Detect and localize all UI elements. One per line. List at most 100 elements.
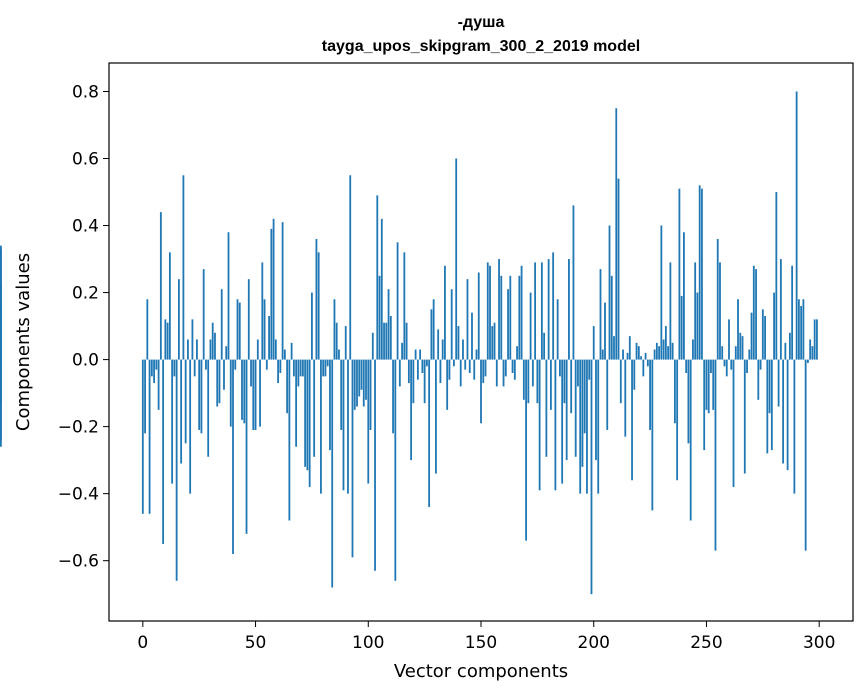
bar-271 xyxy=(752,265,755,360)
bar-129 xyxy=(432,299,435,360)
bar-104 xyxy=(376,195,379,360)
bar-166 xyxy=(516,346,518,360)
bar-249 xyxy=(703,359,706,451)
bar-52 xyxy=(259,359,261,427)
bar-131 xyxy=(437,329,440,360)
bar-171 xyxy=(527,359,530,404)
x-tick-label: 300 xyxy=(803,633,835,653)
bar-282 xyxy=(777,359,780,407)
bar-199 xyxy=(590,359,593,595)
bar-2 xyxy=(146,299,149,360)
bar-136 xyxy=(448,359,451,380)
bar-183 xyxy=(554,359,557,491)
bar-127 xyxy=(428,359,431,508)
bar-296 xyxy=(809,339,812,360)
bar-6 xyxy=(155,359,158,370)
bar-287 xyxy=(788,332,791,360)
bar-64 xyxy=(286,359,289,414)
bar-90 xyxy=(344,326,347,360)
bar-130 xyxy=(435,359,437,474)
bar-167 xyxy=(518,275,521,360)
bar-74 xyxy=(308,359,311,487)
bar-202 xyxy=(597,359,600,494)
bar-197 xyxy=(586,359,588,494)
y-tick-label: −0.6 xyxy=(58,552,99,572)
bar-281 xyxy=(775,192,778,360)
bar-133 xyxy=(441,339,444,360)
bar-87 xyxy=(338,349,340,360)
bar-73 xyxy=(306,359,309,471)
bar-284 xyxy=(782,359,785,464)
bar-263 xyxy=(734,346,737,360)
bar-118 xyxy=(407,359,410,384)
bar-23 xyxy=(193,359,196,377)
y-tick-label: 0.8 xyxy=(72,82,99,102)
bar-62 xyxy=(281,222,284,360)
bar-17 xyxy=(180,359,183,464)
bar-258 xyxy=(723,359,726,367)
bar-124 xyxy=(421,359,424,373)
bar-63 xyxy=(283,349,286,360)
bar-51 xyxy=(256,339,259,360)
bar-253 xyxy=(712,359,715,410)
bar-97 xyxy=(360,359,363,390)
bar-145 xyxy=(468,359,471,373)
bar-101 xyxy=(369,359,372,430)
bar-77 xyxy=(315,238,318,360)
bar-68 xyxy=(295,359,298,447)
y-tick-label: −0.2 xyxy=(58,418,99,438)
y-axis-ticks: −0.6 −0.4 −0.2 0.0 0.2 0.4 0.6 0.8 xyxy=(58,82,109,572)
bar-185 xyxy=(559,359,561,377)
bar-277 xyxy=(766,359,769,454)
bar-264 xyxy=(737,299,739,360)
bar-196 xyxy=(583,359,586,434)
bar-203 xyxy=(599,269,602,360)
bar-110 xyxy=(389,316,392,360)
bar-247 xyxy=(698,185,701,360)
bar-108 xyxy=(385,322,388,360)
bar-254 xyxy=(714,359,717,551)
y-tick-label: −0.4 xyxy=(58,485,99,505)
bar-190 xyxy=(570,359,573,414)
bar-19 xyxy=(184,359,187,444)
bar-120 xyxy=(412,359,415,404)
bar-268 xyxy=(746,359,748,373)
bar-20 xyxy=(187,339,189,360)
bar-278 xyxy=(768,359,771,414)
x-tick-label: 0 xyxy=(137,633,148,653)
bar-232 xyxy=(664,326,667,360)
bar-201 xyxy=(595,359,597,461)
bar-194 xyxy=(579,359,582,494)
bar-259 xyxy=(725,359,728,377)
bar-148 xyxy=(475,349,478,360)
bar-242 xyxy=(687,359,690,444)
bar-211 xyxy=(617,178,620,360)
bar-261 xyxy=(730,359,733,370)
bar-238 xyxy=(678,188,681,360)
bar-181 xyxy=(549,359,552,410)
bar-4 xyxy=(150,359,153,377)
bar-155 xyxy=(491,326,494,360)
bar-12 xyxy=(168,252,171,360)
bar-0 xyxy=(141,359,144,514)
bar-113 xyxy=(396,242,399,360)
bar-99 xyxy=(365,359,367,400)
bar-237 xyxy=(676,359,679,481)
bar-251 xyxy=(707,359,710,414)
bar-207 xyxy=(608,225,611,360)
bar-45 xyxy=(243,359,246,424)
bar-98 xyxy=(362,359,365,407)
bar-157 xyxy=(495,359,498,387)
x-tick-label: 150 xyxy=(465,633,497,653)
bar-236 xyxy=(673,359,676,424)
y-tick-label: 0.0 xyxy=(72,351,99,371)
bar-193 xyxy=(577,359,579,387)
bar-119 xyxy=(410,359,413,461)
bar-18 xyxy=(182,175,185,360)
bar-173 xyxy=(531,359,534,387)
bar-245 xyxy=(694,262,697,360)
bar-75 xyxy=(311,292,313,360)
bar-159 xyxy=(500,275,503,360)
bar-255 xyxy=(716,238,719,360)
